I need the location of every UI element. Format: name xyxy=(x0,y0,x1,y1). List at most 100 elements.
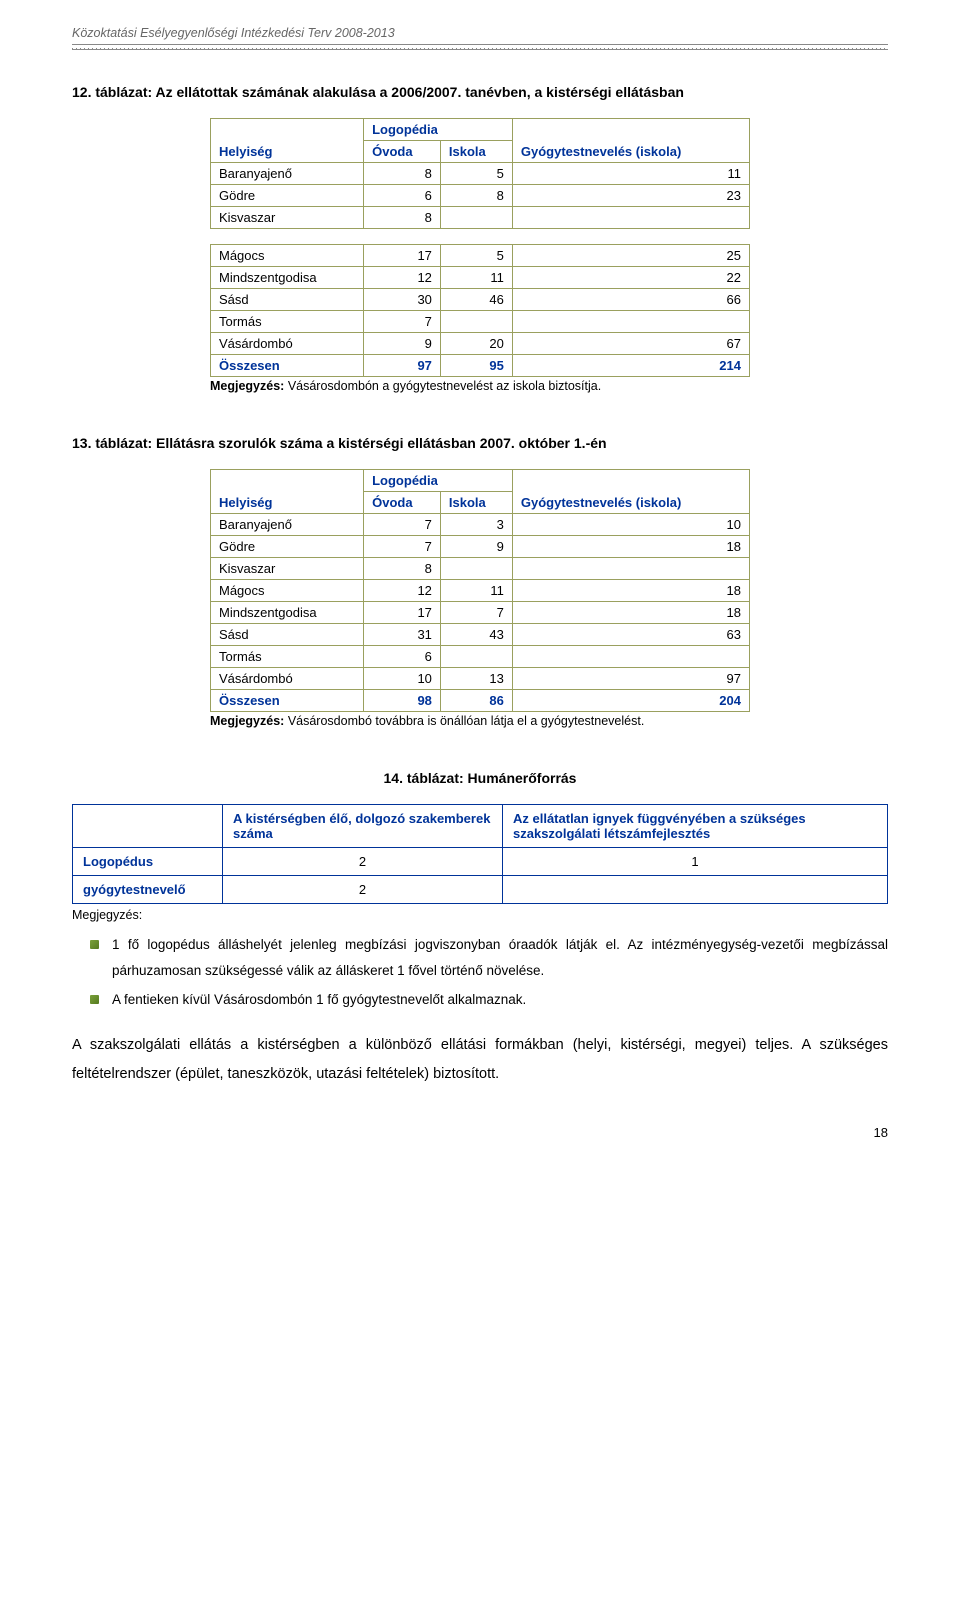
cell-gyogy: 214 xyxy=(512,355,749,377)
cell-iskola: 95 xyxy=(440,355,512,377)
table-row: Vásárdombó 9 20 67 xyxy=(211,333,750,355)
cell-ovoda: 17 xyxy=(364,245,441,267)
table-gap xyxy=(211,229,750,245)
table-row: Mindszentgodisa 12 11 22 xyxy=(211,267,750,289)
t13-h-logopedia: Logopédia xyxy=(364,470,513,492)
cell-ovoda: 8 xyxy=(364,163,441,185)
cell-ovoda: 7 xyxy=(364,536,441,558)
cell-name: Mindszentgodisa xyxy=(211,267,364,289)
cell-name: Gödre xyxy=(211,185,364,207)
table-row: gyógytestnevelő 2 xyxy=(73,876,888,904)
table12-wrap: Helyiség Logopédia Gyógytestnevelés (isk… xyxy=(72,118,888,393)
table-row: Baranyajenő 8 5 11 xyxy=(211,163,750,185)
cell-ovoda: 17 xyxy=(364,602,441,624)
cell-name: Mágocs xyxy=(211,580,364,602)
cell-ovoda: 97 xyxy=(364,355,441,377)
table-row: Tormás 6 xyxy=(211,646,750,668)
cell-gyogy: 23 xyxy=(512,185,749,207)
table13-title: 13. táblázat: Ellátásra szorulók száma a… xyxy=(72,435,888,451)
cell-ovoda: 8 xyxy=(364,558,441,580)
header-divider xyxy=(72,44,888,50)
cell-ovoda: 10 xyxy=(364,668,441,690)
cell-gyogy xyxy=(512,207,749,229)
cell-ovoda: 7 xyxy=(364,311,441,333)
cell-iskola: 8 xyxy=(440,185,512,207)
cell-gyogy: 10 xyxy=(512,514,749,536)
cell-ovoda: 98 xyxy=(364,690,441,712)
note-label: Megjegyzés: xyxy=(210,714,284,728)
cell-name: Tormás xyxy=(211,646,364,668)
cell-ovoda: 6 xyxy=(364,185,441,207)
note-label: Megjegyzés: xyxy=(210,379,284,393)
cell-gyogy: 63 xyxy=(512,624,749,646)
table-row: Gödre 7 9 18 xyxy=(211,536,750,558)
cell-name: Baranyajenő xyxy=(211,163,364,185)
t12-h-ovoda: Óvoda xyxy=(364,141,441,163)
t12-h-helyiseg: Helyiség xyxy=(211,119,364,163)
table-sum-row: Összesen 98 86 204 xyxy=(211,690,750,712)
table-row: Kisvaszar 8 xyxy=(211,558,750,580)
cell-ovoda: 6 xyxy=(364,646,441,668)
cell-gyogy: 204 xyxy=(512,690,749,712)
cell-name: Összesen xyxy=(211,690,364,712)
t14-h-blank xyxy=(73,805,223,848)
cell-ovoda: 7 xyxy=(364,514,441,536)
cell-gyogy: 18 xyxy=(512,536,749,558)
cell-name: Vásárdombó xyxy=(211,333,364,355)
cell-iskola: 13 xyxy=(440,668,512,690)
cell-gyogy: 11 xyxy=(512,163,749,185)
table13-wrap: Helyiség Logopédia Gyógytestnevelés (isk… xyxy=(72,469,888,728)
table14-bullets: 1 fő logopédus álláshelyét jelenleg megb… xyxy=(72,932,888,1013)
cell-ovoda: 9 xyxy=(364,333,441,355)
bullet-item: 1 fő logopédus álláshelyét jelenleg megb… xyxy=(112,932,888,985)
cell-iskola xyxy=(440,207,512,229)
bullet-item: A fentieken kívül Vásárosdombón 1 fő gyó… xyxy=(112,987,888,1013)
t14-h-col2: Az ellátatlan ignyek függvényében a szük… xyxy=(503,805,888,848)
cell-name: Sásd xyxy=(211,624,364,646)
table-row: Sásd 30 46 66 xyxy=(211,289,750,311)
body-paragraph: A szakszolgálati ellátás a kistérségben … xyxy=(72,1031,888,1089)
table-row: Kisvaszar 8 xyxy=(211,207,750,229)
cell-ovoda: 30 xyxy=(364,289,441,311)
cell-gyogy: 18 xyxy=(512,580,749,602)
cell-iskola: 5 xyxy=(440,245,512,267)
t13-h-helyiseg: Helyiség xyxy=(211,470,364,514)
cell-iskola xyxy=(440,558,512,580)
cell-v2 xyxy=(503,876,888,904)
table14-title: 14. táblázat: Humánerőforrás xyxy=(72,770,888,786)
cell-iskola xyxy=(440,311,512,333)
cell-name: Logopédus xyxy=(73,848,223,876)
table13-note: Megjegyzés: Vásárosdombó továbbra is öná… xyxy=(210,714,750,728)
cell-ovoda: 12 xyxy=(364,580,441,602)
t12-h-logopedia: Logopédia xyxy=(364,119,513,141)
cell-v1: 2 xyxy=(223,876,503,904)
cell-ovoda: 8 xyxy=(364,207,441,229)
t13-h-gyogy: Gyógytestnevelés (iskola) xyxy=(512,470,749,514)
table14-note-label: Megjegyzés: xyxy=(72,908,888,922)
cell-iskola: 9 xyxy=(440,536,512,558)
table-row: Gödre 6 8 23 xyxy=(211,185,750,207)
cell-gyogy: 25 xyxy=(512,245,749,267)
table-row: Tormás 7 xyxy=(211,311,750,333)
note-text: Vásárosdombó továbbra is önállóan látja … xyxy=(284,714,644,728)
cell-name: Sásd xyxy=(211,289,364,311)
cell-v1: 2 xyxy=(223,848,503,876)
cell-gyogy xyxy=(512,311,749,333)
cell-iskola: 86 xyxy=(440,690,512,712)
table-row: Mágocs 12 11 18 xyxy=(211,580,750,602)
cell-iskola: 5 xyxy=(440,163,512,185)
table-sum-row: Összesen 97 95 214 xyxy=(211,355,750,377)
cell-name: gyógytestnevelő xyxy=(73,876,223,904)
cell-gyogy: 66 xyxy=(512,289,749,311)
cell-gyogy: 18 xyxy=(512,602,749,624)
t12-h-gyogy: Gyógytestnevelés (iskola) xyxy=(512,119,749,163)
cell-name: Kisvaszar xyxy=(211,558,364,580)
table-row: Baranyajenő 7 3 10 xyxy=(211,514,750,536)
cell-gyogy xyxy=(512,646,749,668)
cell-name: Gödre xyxy=(211,536,364,558)
table12-note: Megjegyzés: Vásárosdombón a gyógytestnev… xyxy=(210,379,750,393)
t12-h-iskola: Iskola xyxy=(440,141,512,163)
page-number: 18 xyxy=(72,1125,888,1140)
table12-title: 12. táblázat: Az ellátottak számának ala… xyxy=(72,84,888,100)
cell-name: Baranyajenő xyxy=(211,514,364,536)
